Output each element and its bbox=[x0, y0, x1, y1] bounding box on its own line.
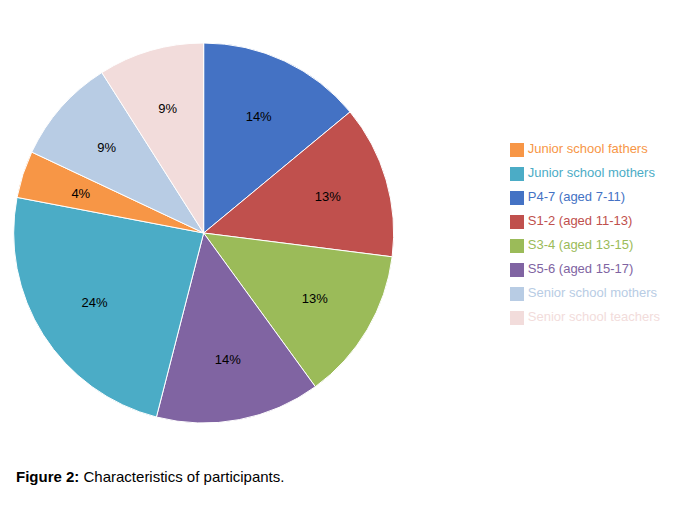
html-text:Junior school fathers: Junior school fathers bbox=[527, 141, 648, 156]
html-text:S5-6 (aged 15-17): S5-6 (aged 15-17) bbox=[527, 261, 634, 276]
svg-text:14%: 14% bbox=[246, 109, 272, 124]
svg-text:9%: 9% bbox=[158, 101, 177, 116]
html-text:Junior school mothers: Junior school mothers bbox=[527, 165, 655, 180]
html-text:S3-4 (aged 13-15): S3-4 (aged 13-15) bbox=[527, 237, 634, 252]
html-text:S1-2 (aged 11-13): S1-2 (aged 11-13) bbox=[527, 213, 633, 228]
html-text:Senior school teachers: Senior school teachers bbox=[527, 309, 660, 324]
html-text:Figure 2: Characteristics of p: Figure 2: Characteristics of participant… bbox=[16, 468, 285, 485]
svg-text:13%: 13% bbox=[315, 189, 341, 204]
svg-text:4%: 4% bbox=[71, 186, 90, 201]
svg-text:24%: 24% bbox=[82, 295, 108, 310]
svg-text:14%: 14% bbox=[215, 352, 241, 367]
html-text:Senior school mothers: Senior school mothers bbox=[527, 285, 658, 300]
svg-text:9%: 9% bbox=[97, 140, 116, 155]
html-text:P4-7 (aged 7-11): P4-7 (aged 7-11) bbox=[527, 189, 626, 204]
svg-text:13%: 13% bbox=[302, 291, 328, 306]
